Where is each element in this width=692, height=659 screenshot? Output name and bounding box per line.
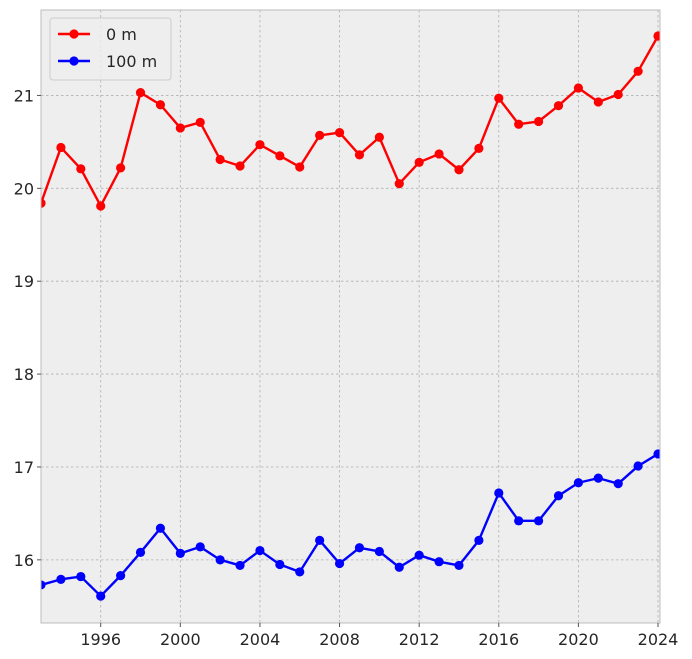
data-point <box>494 93 504 103</box>
data-point <box>454 560 464 571</box>
data-point <box>514 119 524 129</box>
data-point <box>474 535 484 545</box>
data-point <box>96 591 106 601</box>
data-point <box>41 580 46 590</box>
data-point <box>474 143 484 153</box>
data-point <box>315 535 325 545</box>
data-point <box>275 151 285 161</box>
data-point <box>553 491 564 501</box>
legend-label-0: 0 m <box>106 25 137 44</box>
y-axis: 16 17 18 19 20 21 <box>14 86 41 570</box>
data-point <box>454 165 464 175</box>
data-point <box>295 162 305 172</box>
data-point <box>135 547 146 558</box>
x-tick-label: 1996 <box>80 630 121 649</box>
data-point <box>613 479 623 489</box>
data-point <box>354 150 365 160</box>
data-point <box>573 478 583 488</box>
data-point <box>76 571 86 582</box>
x-tick-label: 2024 <box>638 630 679 649</box>
x-tick-label: 2012 <box>399 630 440 649</box>
data-point <box>96 201 106 211</box>
x-tick-label: 2020 <box>558 630 599 649</box>
data-point <box>633 461 643 471</box>
data-point <box>155 523 166 533</box>
data-point <box>414 157 424 167</box>
data-point <box>653 31 660 41</box>
data-point <box>533 116 544 127</box>
data-point <box>633 66 643 76</box>
data-point <box>56 142 66 153</box>
data-point <box>295 567 305 577</box>
y-tick-label: 16 <box>14 551 34 570</box>
data-point <box>434 149 444 159</box>
x-axis: 1996 2000 2004 2008 2012 2016 2020 2024 <box>80 623 678 649</box>
x-tick-label: 2016 <box>478 630 519 649</box>
data-point <box>155 100 166 110</box>
legend: 0 m 100 m <box>49 17 172 81</box>
legend-entry-1: 100 m <box>58 52 157 71</box>
data-point <box>573 83 583 93</box>
data-point <box>41 198 46 208</box>
data-point <box>494 488 504 498</box>
data-point <box>255 545 265 556</box>
y-tick-label: 21 <box>14 86 34 105</box>
data-point <box>255 140 265 150</box>
data-point <box>374 132 384 142</box>
series-line-1 <box>41 452 659 598</box>
y-tick-label: 18 <box>14 365 34 384</box>
data-point <box>434 557 444 567</box>
grid-lines <box>41 10 660 623</box>
legend-marker-0 <box>69 29 79 39</box>
y-tick-label: 20 <box>14 179 34 198</box>
data-point <box>76 164 86 174</box>
y-tick-label: 19 <box>14 272 34 291</box>
data-point <box>275 559 285 570</box>
x-tick-label: 2000 <box>160 630 201 649</box>
data-point <box>514 516 524 526</box>
y-tick-label: 17 <box>14 458 34 477</box>
legend-marker-1 <box>69 56 79 66</box>
data-point <box>175 123 185 133</box>
data-point <box>334 128 345 138</box>
data-point <box>553 101 564 111</box>
data-point <box>56 574 66 584</box>
plot-area <box>41 10 660 623</box>
plot-frame <box>40 9 661 624</box>
legend-label-1: 100 m <box>106 52 157 71</box>
data-point <box>334 558 345 569</box>
data-point <box>235 161 245 171</box>
data-point <box>315 130 325 140</box>
data-point <box>175 548 185 558</box>
data-point <box>374 546 384 557</box>
data-point <box>613 89 623 100</box>
data-point <box>116 163 126 173</box>
data-point <box>414 550 424 560</box>
series-0 <box>41 31 660 211</box>
x-tick-label: 2004 <box>240 630 281 649</box>
data-point <box>195 117 205 127</box>
data-point <box>533 516 544 526</box>
data-point <box>215 154 225 165</box>
data-point <box>394 179 404 189</box>
data-point <box>593 97 603 107</box>
data-point <box>235 560 245 571</box>
series-1 <box>41 449 660 601</box>
data-point <box>394 562 404 572</box>
data-point <box>116 571 126 581</box>
data-point <box>653 449 660 459</box>
data-point <box>354 543 365 553</box>
data-point <box>135 88 146 98</box>
data-point <box>195 542 205 552</box>
data-point <box>215 555 225 565</box>
legend-entry-0: 0 m <box>58 25 137 44</box>
series-layer <box>41 31 660 601</box>
data-point <box>593 473 603 483</box>
x-tick-label: 2008 <box>319 630 360 649</box>
